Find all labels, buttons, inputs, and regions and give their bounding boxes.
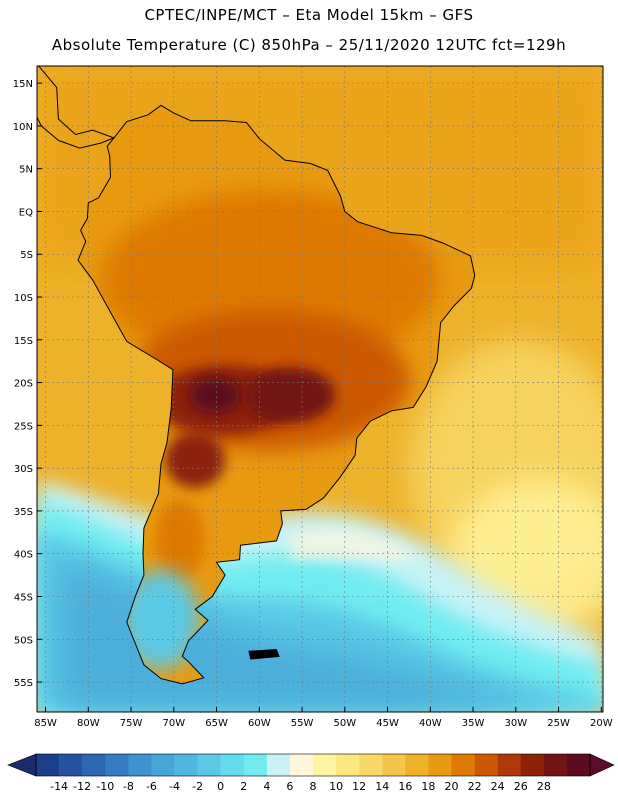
lon-tick-label: 25W <box>547 718 570 729</box>
colorbar-label: 10 <box>329 780 343 793</box>
colorbar-swatch <box>336 754 360 776</box>
lon-tick-label: 65W <box>205 718 228 729</box>
colorbar-swatch <box>243 754 268 776</box>
colorbar-swatch <box>36 754 60 776</box>
colorbar-label: -8 <box>123 780 134 793</box>
south-patagonia-cold <box>120 570 200 670</box>
lon-tick-label: 80W <box>77 718 100 729</box>
argentina-hot-spot <box>165 432 225 488</box>
lon-tick-label: 35W <box>462 718 485 729</box>
falkland-islands <box>248 648 280 660</box>
lon-tick-label: 70W <box>162 718 185 729</box>
lat-tick-label: 30S <box>14 464 33 475</box>
colorbar-swatch <box>220 754 245 776</box>
colorbar-label: 8 <box>310 780 317 793</box>
colorbar-swatch <box>174 754 198 776</box>
colorbar-label: -12 <box>73 780 91 793</box>
colorbar-label: -6 <box>146 780 157 793</box>
lat-tick-label: 50S <box>14 635 33 646</box>
temperature-field <box>37 66 603 712</box>
colorbar-label: -14 <box>50 780 68 793</box>
colorbar-label: 26 <box>514 780 528 793</box>
colorbar-label: -4 <box>169 780 180 793</box>
colorbar-swatch <box>59 754 83 776</box>
lat-tick-label: EQ <box>19 207 33 218</box>
colorbar-swatch <box>474 754 498 776</box>
lat-tick-label: 25S <box>14 421 33 432</box>
lat-tick-label: 10S <box>14 293 33 304</box>
lon-tick-label: 40W <box>419 718 442 729</box>
latitude-labels: 15N 10N 5N EQ 5S 10S 15S 20S 25S 30S 35S 40S 45S 50S 5… <box>13 79 33 689</box>
colorbar-min-arrow <box>7 753 37 777</box>
colorbar-label: 4 <box>263 780 270 793</box>
colorbar-swatch <box>405 754 429 776</box>
colorbar-label: 20 <box>445 780 459 793</box>
colorbar-label: 16 <box>398 780 412 793</box>
hottest-core <box>190 377 240 413</box>
colorbar-label: 14 <box>375 780 389 793</box>
paraguay-hot-core <box>245 367 335 423</box>
lat-lon-grid <box>37 66 603 712</box>
lon-tick-label: 50W <box>333 718 356 729</box>
colorbar-label: 2 <box>240 780 247 793</box>
lon-tick-label: 55W <box>291 718 314 729</box>
colorbar-label: 28 <box>537 780 551 793</box>
lat-tick-label: 10N <box>13 122 33 133</box>
colorbar-swatch <box>151 754 175 776</box>
map-frame <box>36 65 604 713</box>
lon-tick-label: 45W <box>376 718 399 729</box>
colorbar-swatch <box>82 754 106 776</box>
colorbar-frame <box>35 753 591 777</box>
colorbar-label: 12 <box>352 780 366 793</box>
colorbar-label: -2 <box>192 780 203 793</box>
colorbar-swatch <box>543 754 568 776</box>
colorbar-swatch <box>128 754 152 776</box>
colorbar-label: 24 <box>491 780 505 793</box>
colorbar-label: 6 <box>286 780 293 793</box>
longitude-labels: 85W 80W 75W 70W 65W 60W 55W 50W 45W 40W 35W 30W 25W 2… <box>34 718 612 729</box>
patagonia-warm <box>155 500 205 580</box>
south-america-coastline <box>77 104 476 685</box>
colorbar-label: 22 <box>468 780 482 793</box>
colorbar-swatch <box>382 754 406 776</box>
chart-subtitle: Absolute Temperature (C) 850hPa – 25/11/… <box>51 36 567 54</box>
lat-tick-label: 55S <box>14 678 33 689</box>
lat-tick-label: 35S <box>14 507 33 518</box>
lat-tick-label: 5S <box>20 250 33 261</box>
chart-title: CPTEC/INPE/MCT – Eta Model 15km – GFS <box>144 6 474 24</box>
colorbar-swatch <box>359 754 383 776</box>
colorbar-max-arrow <box>589 753 615 777</box>
colorbar-label: 18 <box>421 780 435 793</box>
colorbar-swatch <box>497 754 522 776</box>
colorbar: -14 -12 -10 -8 -6 -4 -2 0 2 4 6 8 10 12 14 16 18 20 22 24 26… <box>7 753 615 793</box>
colorbar-swatch <box>566 754 591 776</box>
lon-tick-label: 60W <box>248 718 271 729</box>
colorbar-label: -10 <box>96 780 114 793</box>
lat-tick-label: 20S <box>14 379 33 390</box>
colorbar-swatch <box>289 754 314 776</box>
colorbar-swatch <box>197 754 221 776</box>
lon-tick-label: 20W <box>590 718 613 729</box>
colorbar-swatch <box>428 754 452 776</box>
lon-tick-label: 30W <box>504 718 527 729</box>
lat-tick-label: 15S <box>14 336 33 347</box>
central-america-coastline <box>37 66 116 149</box>
lon-tick-label: 85W <box>34 718 57 729</box>
lat-tick-label: 40S <box>14 550 33 561</box>
lat-tick-label: 5N <box>19 165 33 176</box>
colorbar-swatch <box>105 754 129 776</box>
colorbar-swatch <box>266 754 291 776</box>
lon-tick-label: 75W <box>120 718 143 729</box>
colorbar-swatch <box>520 754 545 776</box>
lat-tick-label: 45S <box>14 592 33 603</box>
lat-tick-label: 15N <box>13 79 33 90</box>
coastlines <box>37 66 476 685</box>
colorbar-swatch <box>451 754 475 776</box>
colorbar-label: 0 <box>217 780 224 793</box>
colorbar-swatch <box>313 754 337 776</box>
